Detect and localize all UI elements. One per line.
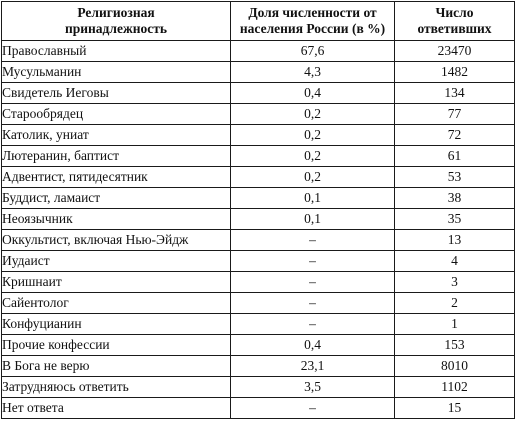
respondent-count-cell: 1482 [394,61,515,83]
table-row: Лютеранин, баптист 0,2 61 [1,145,515,167]
population-share-cell: – [230,250,395,272]
population-share-cell: – [230,313,395,335]
population-share-cell: 0,2 [230,145,395,167]
religion-name-cell: Православный [1,40,231,62]
population-share-cell: 0,4 [230,82,395,104]
respondent-count-cell: 23470 [394,40,515,62]
table-row: Старообрядец 0,2 77 [1,103,515,125]
respondent-count-cell: 1102 [394,376,515,398]
respondent-count-cell: 13 [394,229,515,251]
respondent-count-cell: 1 [394,313,515,335]
population-share-cell: – [230,271,395,293]
religion-name-cell: Оккультист, включая Нью-Эйдж [1,229,231,251]
population-share-cell: 67,6 [230,40,395,62]
header-share-line-2: населения России (в %) [239,21,386,36]
respondent-count-cell: 61 [394,145,515,167]
header-count: Число ответивших [394,1,515,41]
religion-name-cell: Затрудняюсь ответить [1,376,231,398]
respondent-count-cell: 8010 [394,355,515,377]
religion-name-cell: Мусульманин [1,61,231,83]
religion-name-cell: Адвентист, пятидесятник [1,166,231,188]
population-share-cell: 0,4 [230,334,395,356]
respondent-count-cell: 4 [394,250,515,272]
population-share-cell: 4,3 [230,61,395,83]
header-share-line-1: Доля численности от [248,5,377,20]
table-row: Адвентист, пятидесятник 0,2 53 [1,166,515,188]
religion-name-cell: Кришнаит [1,271,231,293]
population-share-cell: 0,2 [230,166,395,188]
religion-name-cell: Лютеранин, баптист [1,145,231,167]
table-row: Буддист, ламаист 0,1 38 [1,187,515,209]
header-count-line-1: Число [435,5,474,20]
header-row: Религиозная принадлежность Доля численно… [1,1,515,41]
population-share-cell: 23,1 [230,355,395,377]
table-row: Затрудняюсь ответить 3,5 1102 [1,376,515,398]
population-share-cell: 0,1 [230,187,395,209]
respondent-count-cell: 53 [394,166,515,188]
population-share-cell: – [230,397,395,419]
respondent-count-cell: 77 [394,103,515,125]
table-row: Мусульманин 4,3 1482 [1,61,515,83]
population-share-cell: – [230,292,395,314]
religion-name-cell: Конфуцианин [1,313,231,335]
religion-name-cell: Католик, униат [1,124,231,146]
religion-name-cell: Нет ответа [1,397,231,419]
religion-name-cell: Буддист, ламаист [1,187,231,209]
respondent-count-cell: 153 [394,334,515,356]
table-row: Неоязычник 0,1 35 [1,208,515,230]
table-row: Свидетель Иеговы 0,4 134 [1,82,515,104]
table-row: В Бога не верю 23,1 8010 [1,355,515,377]
respondent-count-cell: 38 [394,187,515,209]
population-share-cell: 0,1 [230,208,395,230]
table-row: Сайентолог –2 [1,292,515,314]
religion-name-cell: Неоязычник [1,208,231,230]
population-share-cell: 0,2 [230,124,395,146]
religion-name-cell: Старообрядец [1,103,231,125]
religion-table: Религиозная принадлежность Доля численно… [1,1,515,419]
table-row: Кришнаит –3 [1,271,515,293]
header-share: Доля численности от населения России (в … [230,1,395,41]
table-row: Иудаист –4 [1,250,515,272]
table-row: Прочие конфессии 0,4 153 [1,334,515,356]
table-row: Оккультист, включая Нью-Эйдж –13 [1,229,515,251]
table-row: Конфуцианин –1 [1,313,515,335]
respondent-count-cell: 3 [394,271,515,293]
respondent-count-cell: 15 [394,397,515,419]
table-body: Православный 67,6 23470 Мусульманин 4,3 1482 С… [1,40,515,419]
religion-name-cell: Иудаист [1,250,231,272]
religion-name-cell: Сайентолог [1,292,231,314]
population-share-cell: 3,5 [230,376,395,398]
header-count-line-2: ответивших [417,21,492,36]
population-share-cell: 0,2 [230,103,395,125]
respondent-count-cell: 2 [394,292,515,314]
respondent-count-cell: 72 [394,124,515,146]
religion-name-cell: В Бога не верю [1,355,231,377]
table-header: Религиозная принадлежность Доля численно… [1,1,515,41]
header-religion-line-2: принадлежность [64,21,168,36]
respondent-count-cell: 134 [394,82,515,104]
religion-name-cell: Прочие конфессии [1,334,231,356]
table-row: Православный 67,6 23470 [1,40,515,62]
table-row: Нет ответа –15 [1,397,515,419]
respondent-count-cell: 35 [394,208,515,230]
religion-name-cell: Свидетель Иеговы [1,82,231,104]
header-religion: Религиозная принадлежность [1,1,231,41]
table-row: Католик, униат 0,2 72 [1,124,515,146]
header-religion-line-1: Религиозная [77,5,155,20]
population-share-cell: – [230,229,395,251]
